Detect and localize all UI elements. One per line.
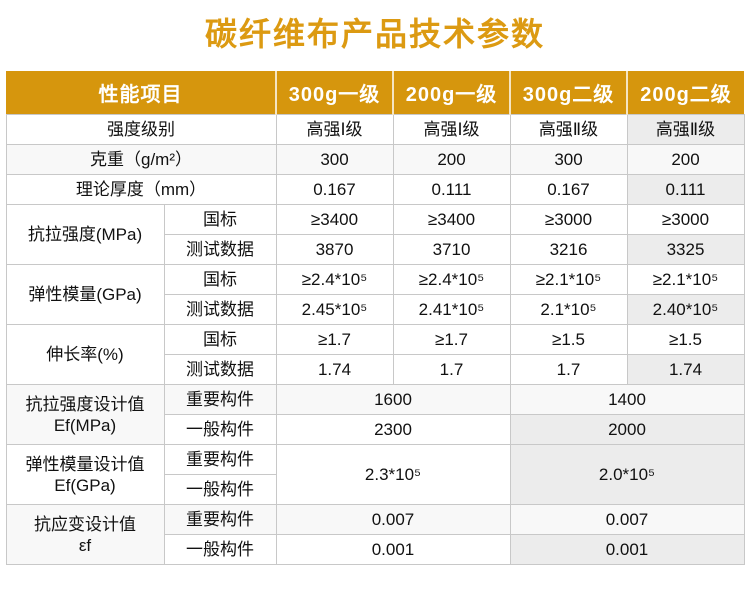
cell-elongation-gb-200g1: ≥1.7	[392, 324, 511, 356]
sub-label-strain-design-important: 重要构件	[163, 504, 277, 536]
column-header-200g-grade2: 200g二级	[626, 70, 744, 115]
sub-label-modulus-design-important: 重要构件	[163, 444, 277, 476]
cell-strength-grade-300g2: 高强Ⅱ级	[509, 114, 628, 146]
column-header-300g-grade1: 300g一级	[275, 70, 393, 115]
row-label-modulus-design: 弹性模量设计值 Ef(GPa)	[5, 444, 165, 506]
row-strain-design-important: 抗应变设计值 εf 重要构件 0.007 0.007	[5, 504, 745, 566]
cell-thickness-300g1: 0.167	[275, 174, 394, 206]
row-tensile-strength-test: 测试数据 3870 3710 3216 3325	[6, 234, 745, 266]
row-strain-design-general: 一般构件 0.001 0.001	[6, 534, 745, 566]
header-row: 性能项目 300g一级 200g一级 300g二级 200g二级	[6, 70, 744, 115]
cell-modulus-gb-300g1: ≥2.4*10⁵	[275, 264, 394, 296]
cell-modulus-design-grade2: 2.0*10⁵	[509, 444, 745, 506]
row-thickness: 理论厚度（mm） 0.167 0.111 0.167 0.111	[5, 174, 745, 206]
cell-strain-design-general-grade1: 0.001	[275, 534, 511, 566]
cell-strength-grade-200g1: 高强Ⅰ级	[392, 114, 511, 146]
cell-tensile-test-300g1: 3870	[275, 234, 394, 266]
row-label-tensile-strength: 抗拉强度(MPa)	[5, 204, 165, 266]
column-header-performance: 性能项目	[6, 70, 276, 115]
cell-tensile-gb-300g2: ≥3000	[509, 204, 628, 236]
column-header-300g-grade2: 300g二级	[509, 70, 627, 115]
cell-tensile-design-important-grade1: 1600	[275, 384, 511, 416]
cell-tensile-design-general-grade2: 2000	[509, 414, 745, 446]
sub-label-tensile-design-general: 一般构件	[163, 414, 277, 446]
sub-label-modulus-test: 测试数据	[163, 294, 277, 326]
cell-modulus-gb-200g1: ≥2.4*10⁵	[392, 264, 511, 296]
sub-label-tensile-design-important: 重要构件	[163, 384, 277, 416]
cell-tensile-gb-200g2: ≥3000	[626, 204, 745, 236]
row-label-strain-design: 抗应变设计值 εf	[5, 504, 165, 566]
row-label-strength-grade: 强度级别	[5, 114, 277, 146]
cell-thickness-200g1: 0.111	[392, 174, 511, 206]
product-spec-table: 性能项目 300g一级 200g一级 300g二级 200g二级 强度级别 高强…	[5, 70, 745, 566]
sub-label-modulus-gb: 国标	[163, 264, 277, 296]
cell-weight-200g1: 200	[392, 144, 511, 176]
cell-elongation-test-300g1: 1.74	[275, 354, 394, 386]
sub-label-elongation-test: 测试数据	[163, 354, 277, 386]
cell-weight-300g2: 300	[509, 144, 628, 176]
cell-strain-design-general-grade2: 0.001	[509, 534, 745, 566]
cell-tensile-design-general-grade1: 2300	[275, 414, 511, 446]
row-elastic-modulus-test: 测试数据 2.45*10⁵ 2.41*10⁵ 2.1*10⁵ 2.40*10⁵	[6, 294, 745, 326]
cell-tensile-test-200g2: 3325	[626, 234, 745, 266]
row-label-elongation: 伸长率(%)	[5, 324, 165, 386]
cell-elongation-gb-200g2: ≥1.5	[626, 324, 745, 356]
row-modulus-design-important: 弹性模量设计值 Ef(GPa) 重要构件 2.3*10⁵ 2.0*10⁵	[5, 444, 745, 506]
row-weight: 克重（g/m²） 300 200 300 200	[5, 144, 745, 176]
cell-thickness-200g2: 0.111	[626, 174, 745, 206]
cell-tensile-design-important-grade2: 1400	[509, 384, 745, 416]
cell-elongation-gb-300g2: ≥1.5	[509, 324, 628, 356]
cell-modulus-test-200g1: 2.41*10⁵	[392, 294, 511, 326]
cell-thickness-300g2: 0.167	[509, 174, 628, 206]
cell-strength-grade-300g1: 高强Ⅰ级	[275, 114, 394, 146]
cell-elongation-test-300g2: 1.7	[509, 354, 628, 386]
cell-tensile-test-300g2: 3216	[509, 234, 628, 266]
cell-tensile-gb-300g1: ≥3400	[275, 204, 394, 236]
row-label-thickness: 理论厚度（mm）	[5, 174, 277, 206]
sub-label-elongation-gb: 国标	[163, 324, 277, 356]
row-label-elastic-modulus: 弹性模量(GPa)	[5, 264, 165, 326]
sub-label-tensile-gb: 国标	[163, 204, 277, 236]
page-title: 碳纤维布产品技术参数	[204, 16, 545, 52]
cell-weight-300g1: 300	[275, 144, 394, 176]
cell-tensile-test-200g1: 3710	[392, 234, 511, 266]
row-modulus-design-general: 一般构件	[6, 474, 744, 506]
cell-elongation-test-200g1: 1.7	[392, 354, 511, 386]
cell-elongation-gb-300g1: ≥1.7	[275, 324, 394, 356]
row-tensile-design-important: 抗拉强度设计值 Ef(MPa) 重要构件 1600 1400	[5, 384, 745, 446]
cell-strength-grade-200g2: 高强Ⅱ级	[626, 114, 745, 146]
row-label-weight: 克重（g/m²）	[5, 144, 277, 176]
cell-strain-design-important-grade1: 0.007	[275, 504, 511, 536]
row-elastic-modulus-gb: 弹性模量(GPa) 国标 ≥2.4*10⁵ ≥2.4*10⁵ ≥2.1*10⁵ …	[5, 264, 745, 326]
sub-label-tensile-test: 测试数据	[163, 234, 277, 266]
cell-tensile-gb-200g1: ≥3400	[392, 204, 511, 236]
sub-label-modulus-design-general: 一般构件	[163, 474, 277, 506]
row-elongation-test: 测试数据 1.74 1.7 1.7 1.74	[6, 354, 745, 386]
sub-label-strain-design-general: 一般构件	[163, 534, 277, 566]
cell-modulus-test-200g2: 2.40*10⁵	[626, 294, 745, 326]
cell-modulus-test-300g1: 2.45*10⁵	[275, 294, 394, 326]
column-header-200g-grade1: 200g一级	[392, 70, 510, 115]
row-elongation-gb: 伸长率(%) 国标 ≥1.7 ≥1.7 ≥1.5 ≥1.5	[5, 324, 745, 386]
row-tensile-strength-gb: 抗拉强度(MPa) 国标 ≥3400 ≥3400 ≥3000 ≥3000	[5, 204, 745, 266]
cell-weight-200g2: 200	[626, 144, 745, 176]
row-label-tensile-design: 抗拉强度设计值 Ef(MPa)	[5, 384, 165, 446]
cell-strain-design-important-grade2: 0.007	[509, 504, 745, 536]
cell-modulus-gb-200g2: ≥2.1*10⁵	[626, 264, 745, 296]
cell-modulus-design-grade1: 2.3*10⁵	[275, 444, 511, 506]
cell-elongation-test-200g2: 1.74	[626, 354, 745, 386]
row-strength-grade: 强度级别 高强Ⅰ级 高强Ⅰ级 高强Ⅱ级 高强Ⅱ级	[5, 114, 745, 146]
cell-modulus-gb-300g2: ≥2.1*10⁵	[509, 264, 628, 296]
cell-modulus-test-300g2: 2.1*10⁵	[509, 294, 628, 326]
